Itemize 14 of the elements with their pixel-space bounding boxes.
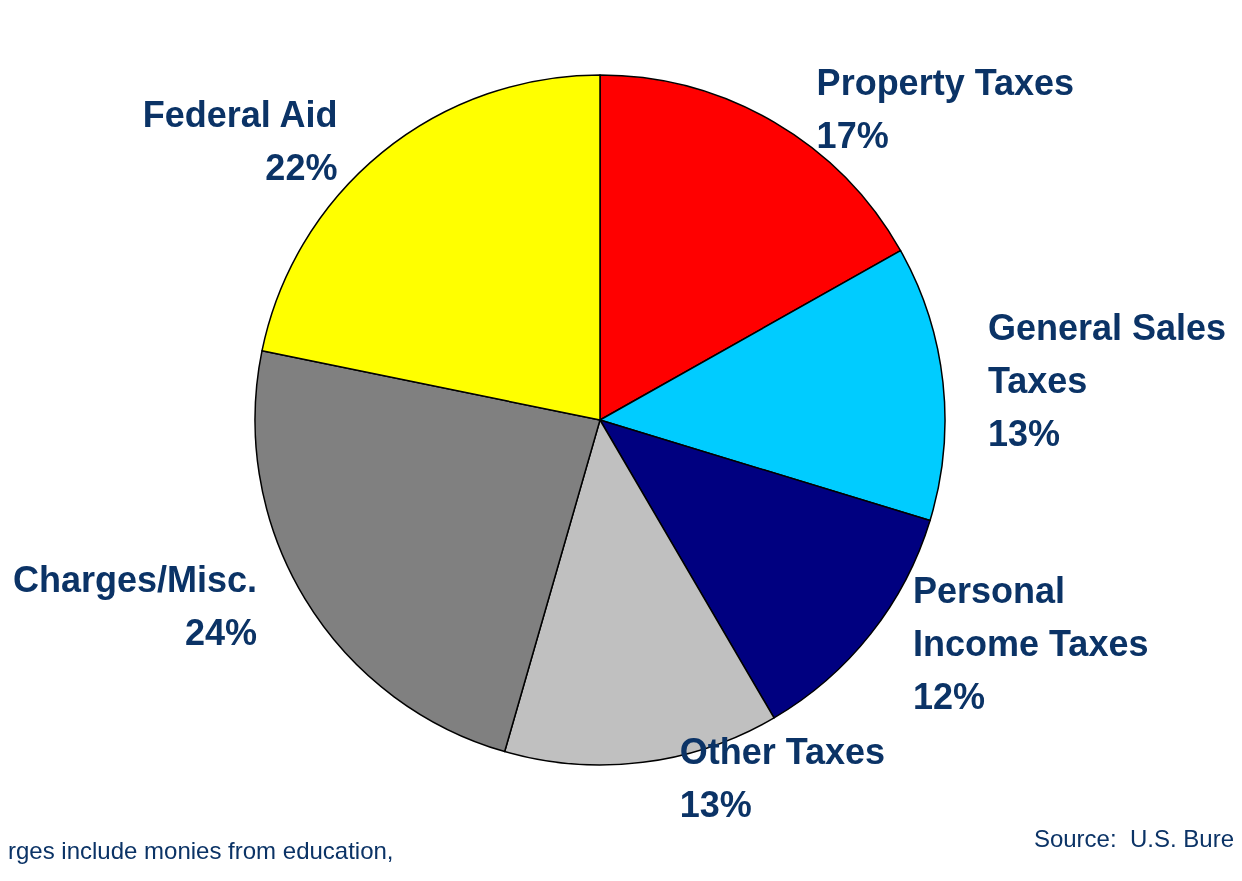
data-label: 12% [913, 675, 986, 717]
source-note: Source: U.S. Bure [1033, 824, 1235, 852]
text: rges include monies from education, [8, 836, 394, 864]
slice-label: Charges/Misc. [12, 559, 258, 601]
slice-label: General Sales Taxes [987, 307, 1237, 402]
data-label: 22% [265, 147, 338, 189]
data-label: 17% [816, 115, 889, 157]
slice-label: Personal Income Taxes [913, 569, 1149, 664]
slice-label: Federal Aid [142, 94, 338, 136]
data-label: 24% [184, 612, 258, 654]
slice-label: Property Taxes [816, 62, 1075, 104]
slice-label: Other Taxes [679, 730, 886, 772]
data-label: 13% [679, 783, 752, 825]
data-label: 13% [987, 413, 1060, 455]
